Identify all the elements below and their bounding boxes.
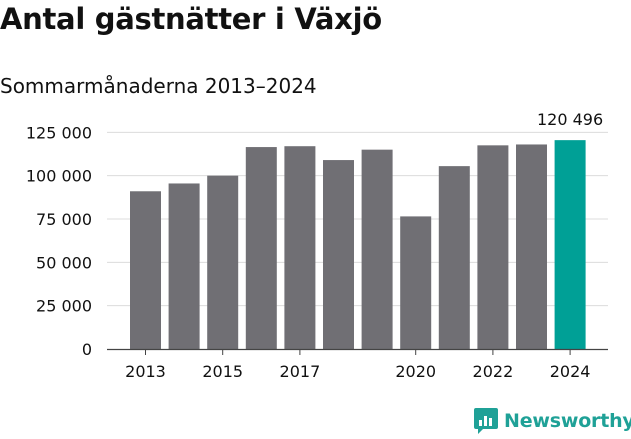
x-tick-label: 2015: [202, 362, 243, 381]
bar: [361, 149, 393, 349]
bar: [207, 175, 239, 349]
newsworthy-logo: Newsworthy: [474, 407, 631, 435]
y-tick-label: 25 000: [36, 297, 92, 316]
bar: [284, 146, 316, 349]
bar: [323, 160, 354, 349]
x-tick-label: 2020: [395, 362, 436, 381]
y-tick-label: 50 000: [36, 253, 92, 272]
brand-name: Newsworthy: [504, 410, 631, 432]
bar: [438, 166, 470, 349]
bar: [130, 191, 161, 349]
x-tick-label: 2024: [550, 362, 591, 381]
data-label: 120 496: [537, 110, 603, 129]
bar: [400, 216, 432, 349]
bar: [245, 147, 277, 349]
y-tick-label: 0: [82, 340, 92, 359]
bar-chart: 0 25 000 50 000 75 000 100 000 125 000 120 496…: [26, 110, 608, 381]
x-tick-label: 2017: [280, 362, 321, 381]
chart-subtitle: Sommarmånaderna 2013–2024: [0, 74, 317, 98]
bar: [477, 145, 509, 349]
bar-highlight: [554, 140, 586, 349]
bar: [516, 144, 547, 349]
chart-speech-bubble-icon: [474, 408, 498, 434]
bar: [168, 183, 200, 349]
y-tick-label: 75 000: [36, 210, 92, 229]
x-tick-label: 2022: [473, 362, 514, 381]
x-tick-label: 2013: [125, 362, 166, 381]
y-tick-label: 100 000: [26, 167, 92, 186]
y-tick-label: 125 000: [26, 123, 92, 142]
chart-title: Antal gästnätter i Växjö: [0, 2, 382, 36]
